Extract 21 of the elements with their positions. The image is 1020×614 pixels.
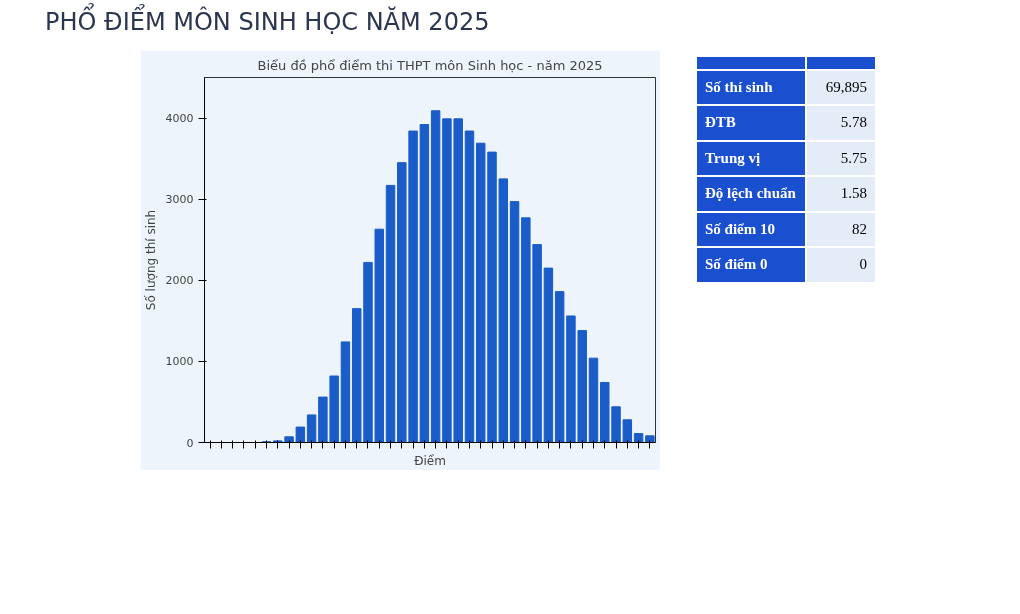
y-tick-label: 1000: [165, 355, 194, 369]
text: ĐTB: [696, 105, 806, 141]
y-tick-label: 2000: [165, 274, 194, 288]
x-axis-title: Điểm: [414, 453, 446, 468]
text: Số thí sinh: [696, 70, 806, 106]
text: Số điểm 0: [696, 247, 806, 283]
text: Độ lệch chuẩn: [696, 176, 806, 212]
text: Số điểm 10: [696, 211, 806, 248]
chart-subtitle: Biểu đồ phổ điểm thi THPT môn Sinh học - năm 2025: [257, 57, 603, 73]
y-tick-label: 3000: [165, 193, 194, 207]
y-tick-label: 0: [186, 436, 194, 450]
y-axis-title: Số lượng thí sinh: [143, 209, 158, 311]
text: 5.78: [806, 105, 876, 141]
y-tick-label: 4000: [165, 112, 194, 126]
text: 69,895: [806, 70, 876, 106]
text: 82: [806, 211, 876, 248]
chart-title: PHỔ ĐIỂM MÔN SINH HỌC NĂM 2025: [45, 5, 490, 38]
text: 1.58: [806, 176, 876, 212]
text: Trung vị: [696, 140, 806, 177]
text: 5.75: [806, 140, 876, 177]
text: 0: [806, 247, 876, 283]
